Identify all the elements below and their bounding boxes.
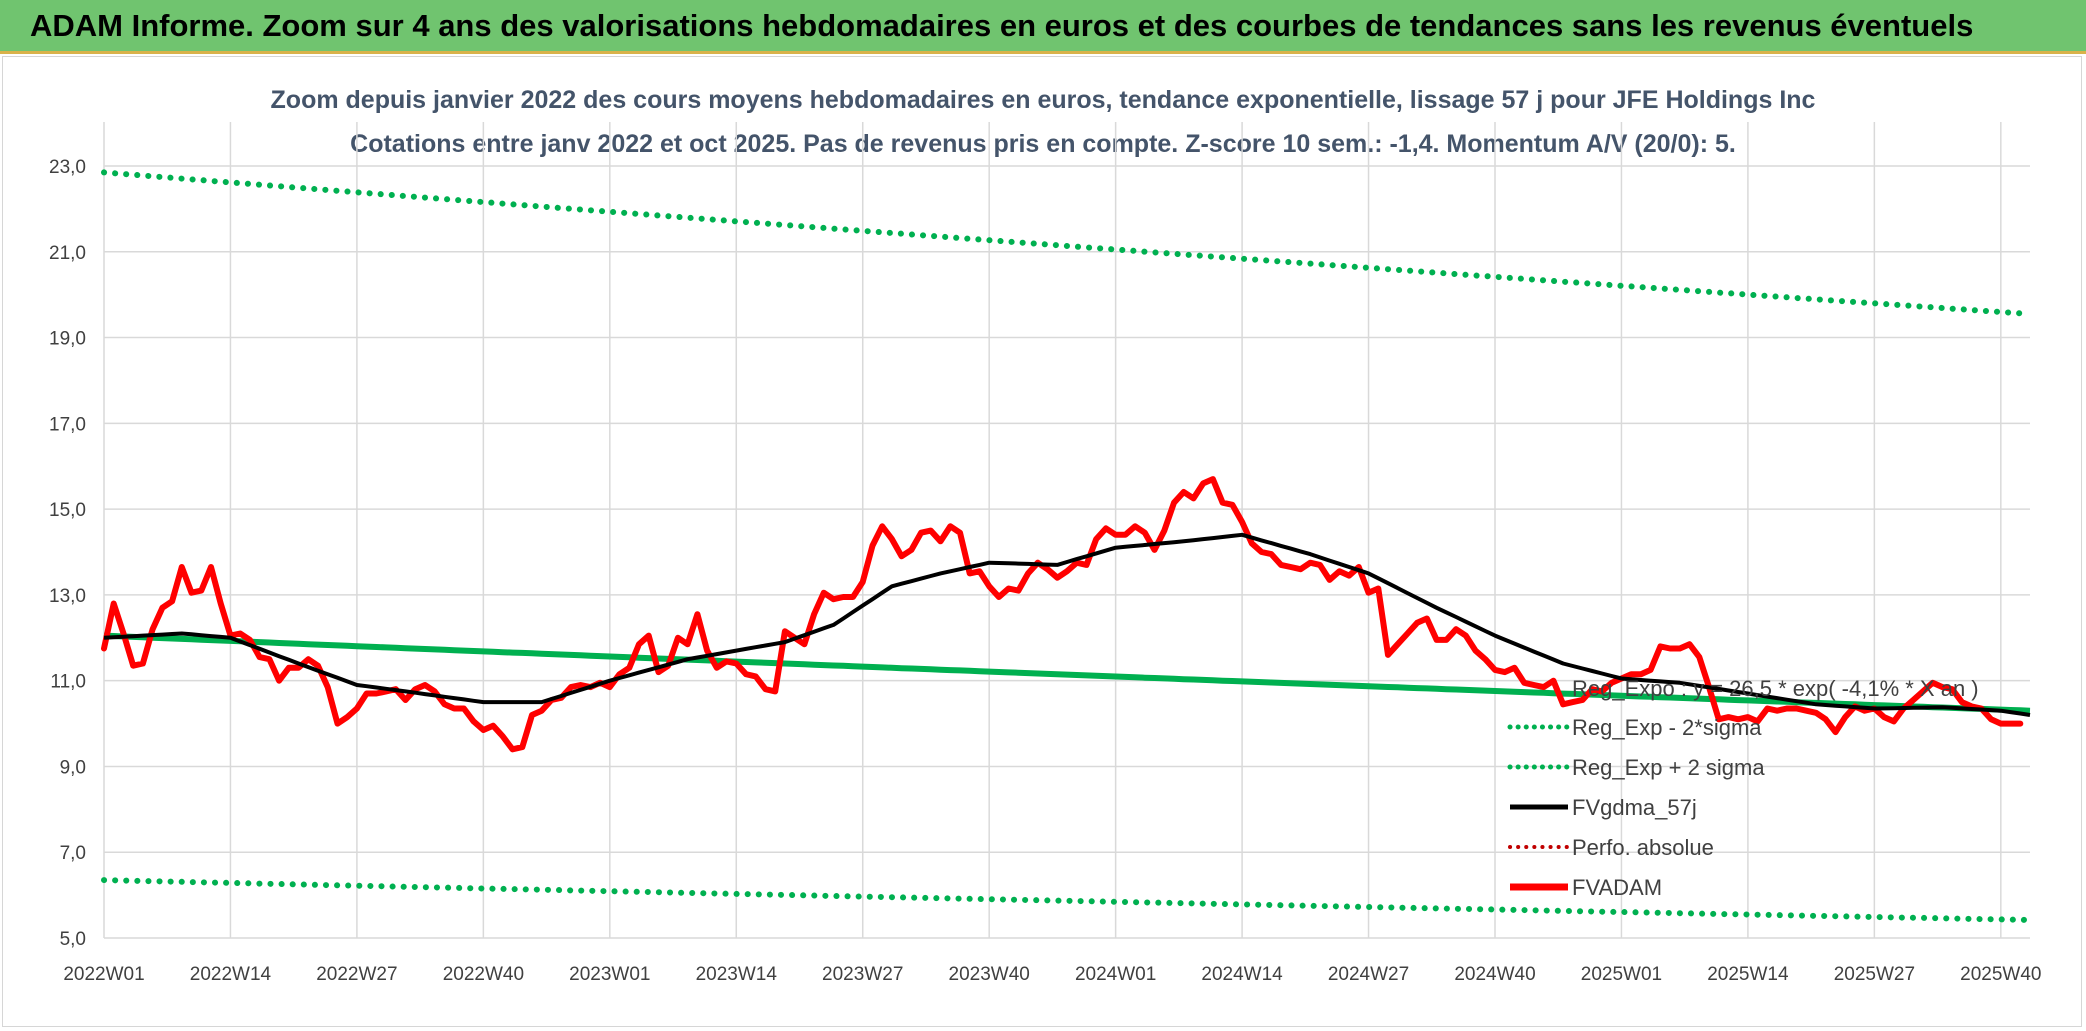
legend-regression-label: Reg_Expo : y = 26,5 * exp( -4,1% * X an … — [1572, 676, 1979, 701]
y-tick-label: 21,0 — [49, 243, 86, 264]
y-tick-label: 19,0 — [49, 329, 86, 350]
x-tick-label: 2024W40 — [1454, 964, 1535, 985]
x-tick-label: 2025W14 — [1707, 964, 1789, 985]
y-tick-label: 11,0 — [50, 672, 86, 693]
y-tick-label: 17,0 — [49, 414, 86, 435]
chart-legend: Reg_Expo : y = 26,5 * exp( -4,1% * X an … — [1507, 676, 1979, 900]
legend-fvadam-label: FVADAM — [1572, 875, 1662, 900]
x-tick-label: 2025W40 — [1960, 964, 2041, 985]
x-tick-label: 2023W14 — [696, 964, 778, 985]
chart-title: Zoom depuis janvier 2022 des cours moyen… — [271, 86, 1816, 114]
x-tick-label: 2023W27 — [822, 964, 903, 985]
x-tick-label: 2022W40 — [443, 964, 524, 985]
x-tick-label: 2025W27 — [1834, 964, 1915, 985]
x-axis: 2022W01 2022W14 2022W27 2022W40 2023W01 2023W… — [63, 964, 2041, 985]
y-tick-label: 7,0 — [60, 843, 86, 864]
chart-series — [101, 169, 2033, 923]
x-tick-label: 2023W40 — [949, 964, 1030, 985]
y-tick-label: 13,0 — [49, 586, 86, 607]
y-tick-label: 15,0 — [49, 500, 86, 521]
chart-subtitle: Cotations entre janv 2022 et oct 2025. P… — [350, 130, 1736, 158]
legend-moving-average-label: FVgdma_57j — [1572, 795, 1697, 820]
chart-frame — [2, 56, 2082, 1027]
x-tick-label: 2024W14 — [1201, 964, 1283, 985]
upper-band-line — [101, 169, 2033, 317]
x-tick-label: 2024W01 — [1075, 964, 1156, 985]
y-tick-label: 23,0 — [49, 157, 86, 178]
x-tick-label: 2024W27 — [1328, 964, 1409, 985]
legend-lower-band-label: Reg_Exp - 2*sigma — [1572, 715, 1762, 740]
legend-upper-band-label: Reg_Exp + 2 sigma — [1572, 755, 1765, 780]
y-tick-label: 5,0 — [60, 929, 86, 950]
moving-average-line — [103, 532, 2031, 717]
x-tick-label: 2025W01 — [1581, 964, 1662, 985]
x-tick-label: 2022W14 — [190, 964, 272, 985]
regression-line — [103, 632, 2031, 714]
report-title: ADAM Informe. Zoom sur 4 ans des valoris… — [30, 8, 1974, 43]
fvadam-line — [101, 476, 2024, 753]
x-tick-label: 2023W01 — [569, 964, 650, 985]
y-axis: 5,0 7,0 9,0 11,0 13,0 15,0 17,0 19,0 21,0 23,0 — [49, 157, 86, 950]
x-tick-label: 2022W27 — [316, 964, 397, 985]
chart-grid — [103, 122, 2030, 939]
legend-absolute-performance-label: Perfo. absolue — [1572, 835, 1714, 860]
y-tick-label: 9,0 — [60, 757, 86, 778]
lower-band-line — [101, 877, 2033, 923]
x-tick-label: 2022W01 — [63, 964, 144, 985]
report-banner: ADAM Informe. Zoom sur 4 ans des valoris… — [0, 0, 2086, 54]
